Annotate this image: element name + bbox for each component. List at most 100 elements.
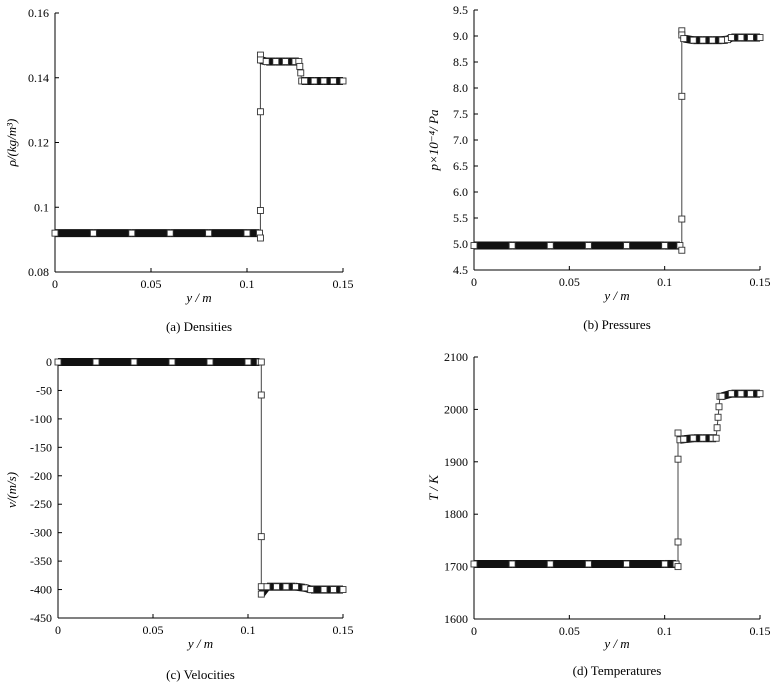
data-point — [623, 560, 630, 568]
y-tick-label: -350 — [30, 554, 52, 568]
x-tick-label: 0.15 — [333, 277, 354, 291]
data-point — [54, 358, 62, 366]
data-point — [92, 358, 100, 366]
data-point — [689, 36, 697, 44]
y-tick-label: 1800 — [444, 507, 468, 521]
x-tick-label: 0.15 — [333, 623, 354, 637]
data-point — [678, 92, 686, 100]
data-point — [205, 229, 213, 237]
y-tick-label: 6.5 — [453, 159, 468, 173]
data-point — [727, 34, 735, 42]
data-point — [747, 390, 754, 398]
panel-caption: (d) Temperatures — [573, 663, 662, 678]
data-point — [166, 229, 174, 237]
data-point — [674, 538, 682, 546]
x-tick-label: 0 — [471, 275, 477, 289]
data-point — [243, 229, 251, 237]
y-tick-label: 9.0 — [453, 29, 468, 43]
data-point — [661, 242, 669, 250]
y-tick-label: 0.12 — [28, 136, 49, 150]
data-point — [281, 58, 289, 66]
y-tick-label: 0.08 — [28, 265, 49, 279]
y-tick-label: -50 — [36, 383, 52, 397]
data-point — [320, 586, 328, 594]
y-tick-label: 0 — [46, 355, 52, 369]
data-point — [296, 62, 304, 70]
data-point — [674, 429, 682, 437]
data-point — [747, 34, 754, 42]
data-point — [256, 108, 264, 116]
data-point — [307, 586, 315, 594]
data-point — [128, 229, 136, 237]
data-point — [168, 358, 176, 366]
data-point — [546, 560, 554, 568]
x-tick-label: 0 — [55, 623, 61, 637]
data-point — [257, 358, 265, 366]
data-point — [661, 560, 669, 568]
x-axis-label: y / m — [602, 636, 629, 651]
data-point — [320, 77, 328, 85]
y-tick-label: 0.14 — [28, 71, 49, 85]
data-point — [584, 242, 592, 250]
data-point — [257, 590, 265, 598]
x-tick-label: 0.1 — [657, 275, 672, 289]
data-point — [256, 207, 264, 214]
data-point — [678, 246, 686, 254]
x-axis-label: y / m — [186, 636, 213, 651]
y-tick-label: 1700 — [444, 560, 468, 574]
data-point — [244, 358, 252, 366]
data-point — [339, 77, 347, 85]
y-tick-label: 0.1 — [34, 200, 49, 214]
panel-pressures: 0 0.05 0.1 0.15 4.5 5.0 5.5 6.0 6.5 7.0 7.5 8.0 8.5 9… — [426, 3, 771, 332]
data-point — [718, 36, 726, 44]
y-tick-label: 9.5 — [453, 3, 468, 17]
data-point — [206, 358, 214, 366]
y-tick-label: -200 — [30, 469, 52, 483]
panel-caption: (b) Pressures — [583, 317, 651, 332]
y-tick-label: 2100 — [444, 350, 468, 364]
y-tick-label: 2000 — [444, 402, 468, 416]
x-tick-label: 0.1 — [241, 623, 256, 637]
series-line — [474, 30, 760, 251]
x-tick-label: 0.1 — [657, 624, 672, 638]
data-point — [727, 390, 735, 398]
data-point — [713, 424, 721, 432]
y-tick-label: -150 — [30, 440, 52, 454]
x-tick-label: 0 — [52, 277, 58, 291]
data-point — [678, 215, 686, 223]
y-tick-label: 8.0 — [453, 81, 468, 95]
y-tick-label: -250 — [30, 497, 52, 511]
data-point — [301, 584, 309, 592]
data-point — [256, 234, 264, 242]
data-point — [470, 242, 478, 250]
y-axis-label: v/(m/s) — [4, 472, 19, 508]
data-point — [680, 435, 688, 443]
data-point — [584, 560, 592, 568]
data-point — [263, 583, 271, 591]
data-point — [470, 560, 478, 568]
x-tick-label: 0.1 — [240, 277, 255, 291]
data-point — [715, 403, 723, 411]
x-tick-label: 0.05 — [559, 624, 580, 638]
data-point — [699, 434, 707, 442]
data-point — [257, 391, 265, 399]
data-point — [262, 58, 270, 66]
data-point — [89, 229, 97, 237]
data-point — [737, 34, 745, 42]
data-point — [297, 69, 305, 77]
y-axis-label: T / K — [426, 474, 441, 501]
data-point — [51, 229, 59, 237]
x-tick-label: 0.15 — [750, 624, 771, 638]
data-point — [292, 583, 299, 591]
data-point — [689, 434, 697, 442]
y-tick-label: 6.0 — [453, 185, 468, 199]
data-point — [257, 533, 265, 541]
data-point — [623, 242, 630, 250]
data-point — [712, 434, 720, 442]
y-tick-label: 0.16 — [28, 6, 49, 20]
y-tick-label: -400 — [30, 583, 52, 597]
x-tick-label: 0.05 — [141, 277, 162, 291]
y-tick-label: -450 — [30, 611, 52, 625]
data-point — [330, 586, 337, 594]
